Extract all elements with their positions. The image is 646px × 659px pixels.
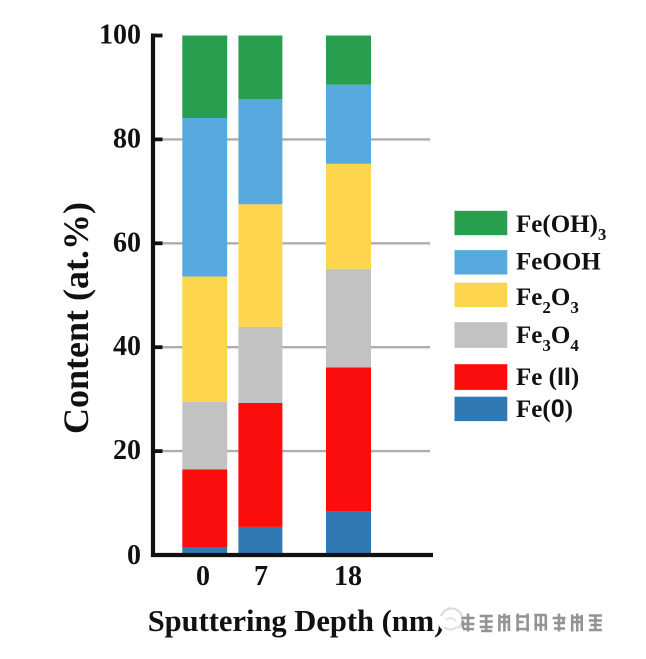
svg-text:Content (at.%): Content (at.%)	[56, 202, 96, 434]
svg-text:Sputtering Depth (nm): Sputtering Depth (nm)	[148, 604, 445, 638]
svg-text:0: 0	[196, 561, 210, 592]
svg-text:20: 20	[113, 435, 141, 466]
svg-text:100: 100	[99, 20, 141, 51]
svg-text:Fe(OH)3: Fe(OH)3	[516, 211, 606, 244]
svg-text:Fe (II): Fe (II)	[516, 363, 579, 391]
svg-text:Fe(0): Fe(0)	[516, 395, 573, 423]
svg-text:7: 7	[254, 561, 268, 592]
svg-text:Fe3O4: Fe3O4	[516, 322, 579, 355]
svg-text:0: 0	[127, 540, 141, 571]
svg-text:40: 40	[113, 331, 141, 362]
svg-text:FeOOH: FeOOH	[516, 249, 601, 276]
svg-text:Fe2O3: Fe2O3	[516, 284, 579, 317]
svg-text:60: 60	[113, 227, 141, 258]
svg-text:80: 80	[113, 123, 141, 154]
svg-text:18: 18	[334, 561, 362, 592]
